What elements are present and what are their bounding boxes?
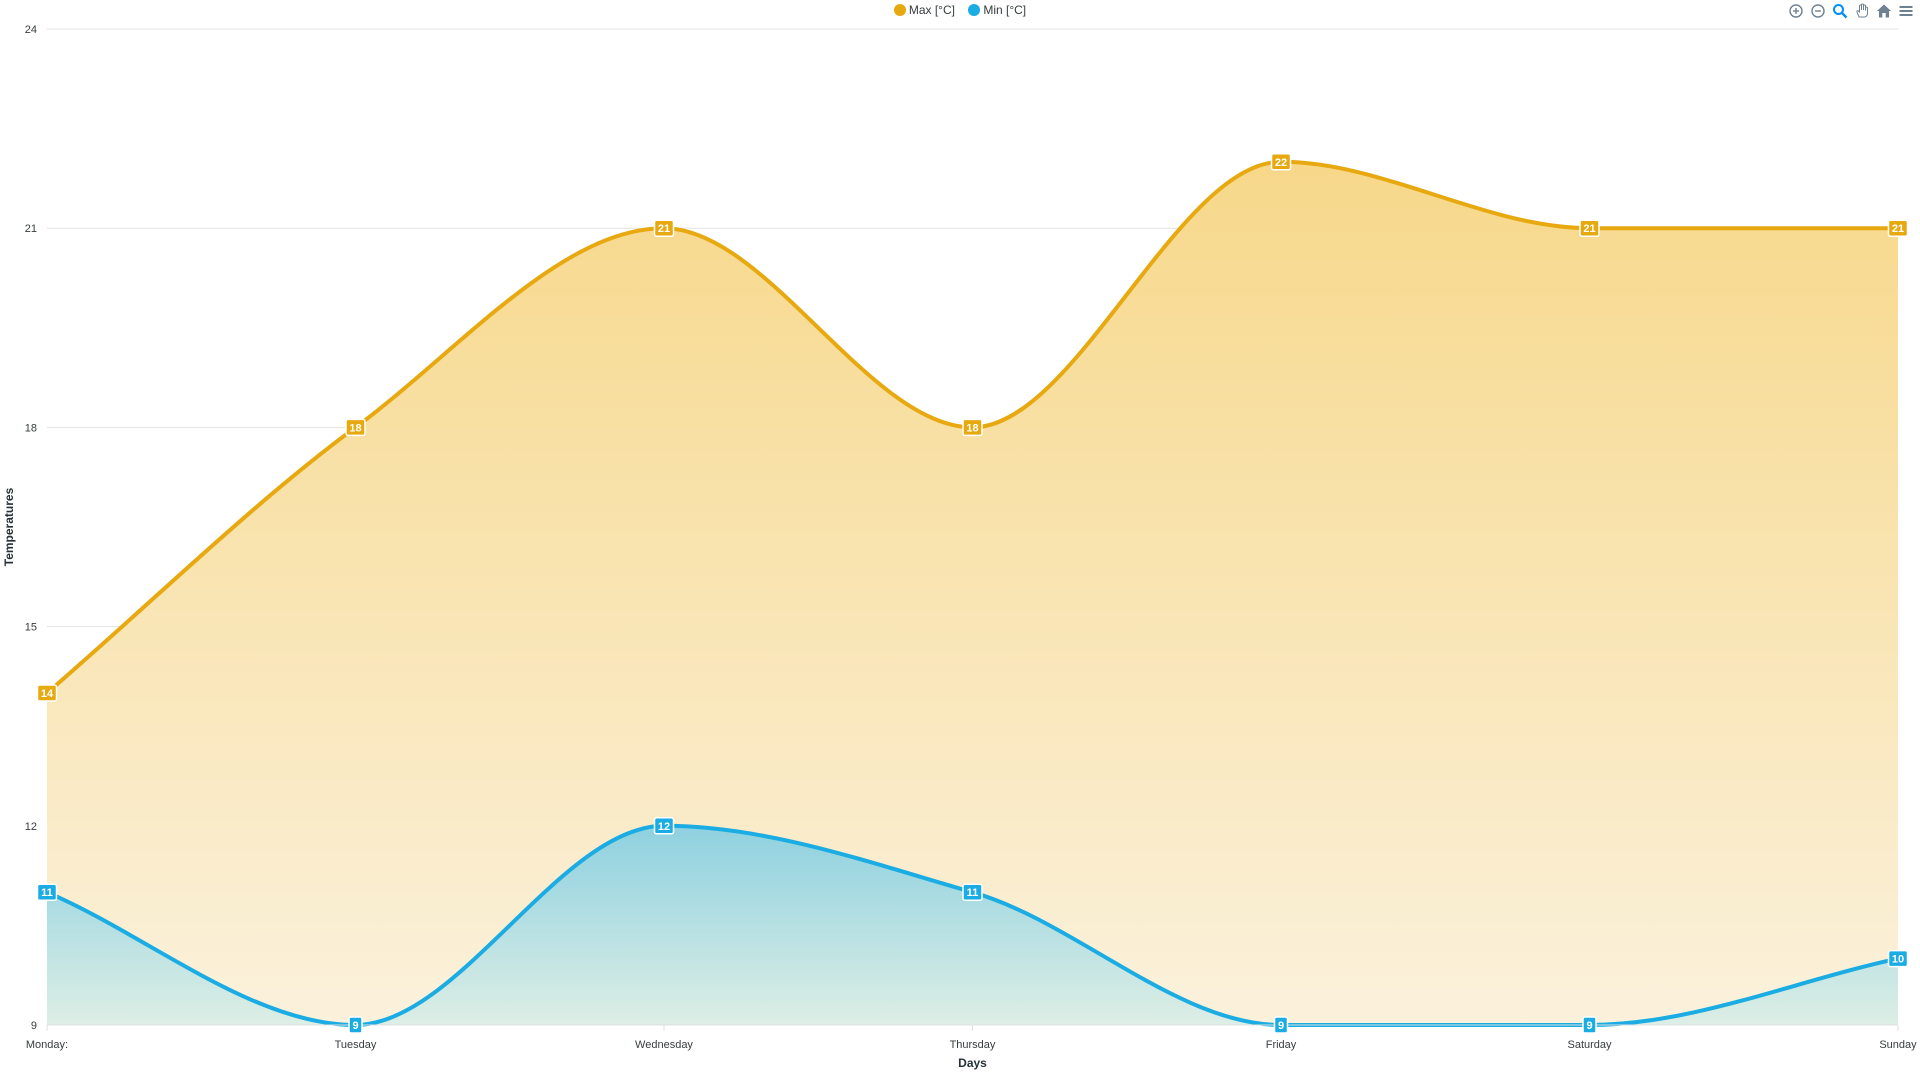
data-label-box (1273, 1016, 1289, 1034)
home-icon[interactable] (1876, 3, 1892, 19)
data-label: 18 (962, 418, 983, 437)
x-tick-label: Monday: (26, 1039, 68, 1051)
data-label-box (348, 1016, 363, 1034)
data-label-box (962, 418, 983, 437)
data-labels: 14 18 21 18 22 21 21 11 9 12 11 9 9 10 (36, 153, 1909, 1034)
data-label-text: 21 (1583, 223, 1595, 235)
data-label: 9 (1582, 1016, 1597, 1034)
zoom-in-icon[interactable] (1788, 3, 1804, 19)
data-label-box (962, 883, 983, 901)
chart-toolbar (1788, 3, 1914, 19)
legend-item-max[interactable]: Max [°C] (893, 3, 955, 17)
x-tick-label: Wednesday (635, 1039, 693, 1051)
legend-item-min[interactable]: Min [°C] (968, 3, 1026, 17)
data-label-box (653, 219, 675, 237)
y-tick-label: 24 (25, 24, 37, 36)
y-tick-label: 21 (25, 223, 37, 235)
data-label: 21 (1579, 219, 1600, 237)
legend-label-max: Max [°C] (908, 3, 955, 17)
y-tick-label: 18 (25, 422, 37, 434)
data-label-text: 9 (1278, 1020, 1284, 1032)
data-label-box (1582, 1016, 1597, 1034)
menu-icon[interactable] (1898, 3, 1914, 19)
data-label-text: 18 (966, 422, 978, 434)
y-tick-label: 12 (25, 821, 37, 833)
data-label: 9 (1273, 1016, 1289, 1034)
y-axis-title: Temperatures (2, 487, 16, 566)
data-label-text: 14 (41, 688, 54, 700)
data-label: 10 (1887, 949, 1909, 968)
data-label-box (1887, 949, 1909, 968)
x-tick-label: Friday (1266, 1039, 1297, 1051)
data-label-text: 9 (1586, 1020, 1592, 1032)
data-label-box (36, 883, 58, 901)
y-tick-label: 9 (31, 1020, 37, 1032)
data-label-box (345, 418, 366, 437)
series-areas (47, 161, 1898, 1026)
data-label: 21 (1887, 219, 1909, 237)
data-label-text: 21 (1892, 223, 1904, 235)
data-label-text: 11 (41, 887, 53, 899)
area-fill-series-1 (47, 825, 1898, 1025)
x-tick-label: Thursday (950, 1039, 996, 1051)
x-tick-label: Saturday (1567, 1039, 1612, 1051)
legend-marker-max (893, 4, 906, 16)
x-tick-label: Tuesday (335, 1039, 377, 1051)
legend-marker-min (968, 4, 981, 16)
data-label: 11 (36, 883, 58, 901)
data-label: 11 (962, 883, 983, 901)
data-label-box (1887, 219, 1909, 237)
data-label-text: 12 (658, 821, 670, 833)
y-tick-label: 15 (25, 622, 37, 634)
data-label: 14 (36, 684, 58, 702)
selection-zoom-icon[interactable] (1832, 3, 1848, 19)
data-label-box (1579, 219, 1600, 237)
x-tick-label: Sunday (1879, 1039, 1917, 1051)
legend: Max [°C] Min [°C] (0, 3, 1920, 19)
pan-icon[interactable] (1854, 3, 1870, 19)
zoom-out-icon[interactable] (1810, 3, 1826, 19)
data-label: 9 (348, 1016, 363, 1034)
data-label-box (1270, 153, 1292, 171)
x-axis-title: Days (958, 1056, 987, 1070)
area-fill-series-0 (47, 161, 1898, 1026)
data-label-text: 21 (658, 223, 670, 235)
legend-label-min: Min [°C] (983, 3, 1027, 17)
data-label: 22 (1270, 153, 1292, 171)
data-label-text: 9 (352, 1020, 358, 1032)
data-label-box (653, 817, 675, 835)
data-label-text: 10 (1892, 954, 1904, 966)
data-label: 21 (653, 219, 675, 237)
data-label-text: 18 (349, 422, 361, 434)
data-label-text: 11 (967, 887, 979, 899)
data-label: 12 (653, 817, 675, 835)
data-label: 18 (345, 418, 366, 437)
data-label-text: 22 (1275, 157, 1287, 169)
data-label-box (36, 684, 58, 702)
